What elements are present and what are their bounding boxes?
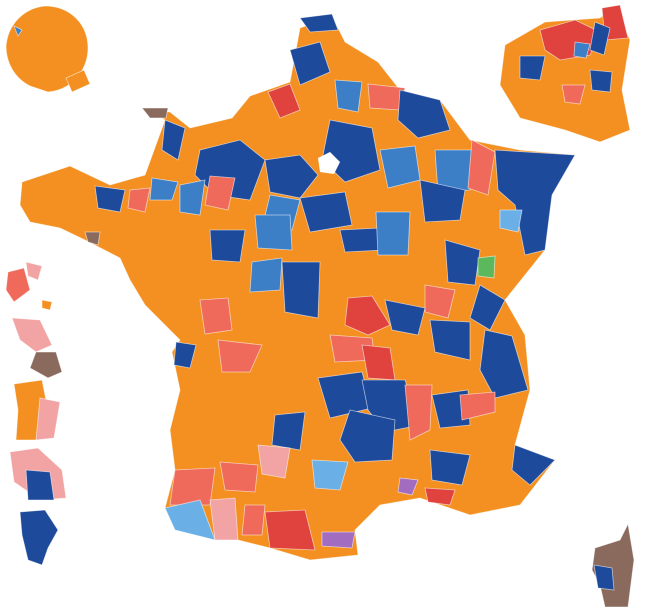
paris-inset: [499, 4, 631, 143]
corsica-inset: [591, 522, 635, 607]
overseas-insets: [5, 261, 67, 566]
globe-inset: [5, 5, 91, 93]
mainland-france: [19, 13, 576, 561]
